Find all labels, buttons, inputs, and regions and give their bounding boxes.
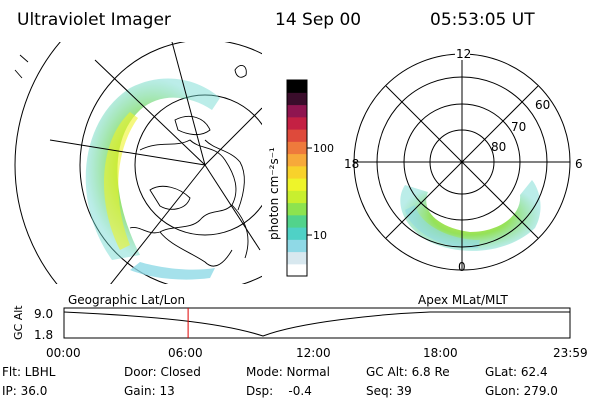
colorbar-strip — [287, 202, 307, 216]
status-dsp: Dsp: -0.4 — [246, 384, 312, 398]
status-mode: Mode: Normal — [246, 365, 330, 379]
timeline-right-label: Apex MLat/MLT — [418, 293, 508, 307]
x-tick-0600: 06:00 — [168, 346, 203, 360]
colorbar-strip — [287, 141, 307, 155]
mlt-label-18: 18 — [344, 157, 359, 171]
colorbar-strip — [287, 92, 307, 106]
geo-aurora-oval — [85, 78, 220, 280]
time-label: 05:53:05 UT — [430, 10, 535, 30]
geo-meridian-grid — [49, 42, 262, 284]
lat-label-60: 60 — [535, 98, 550, 112]
polar-mlt-lines — [354, 54, 570, 270]
date-label: 14 Sep 00 — [275, 10, 361, 30]
x-tick-1800: 18:00 — [423, 346, 458, 360]
colorbar-strip — [287, 263, 307, 277]
x-tick-1200: 12:00 — [296, 346, 331, 360]
colorbar-strip — [287, 129, 307, 142]
x-tick-2359: 23:59 — [553, 346, 588, 360]
lat-label-70: 70 — [511, 120, 526, 134]
timeline-y-axis-label: GC Alt — [12, 305, 25, 340]
colorbar-strip — [287, 214, 307, 228]
geo-coastlines — [14, 54, 249, 267]
colorbar-strip — [287, 80, 307, 93]
colorbar: 100 10 photon cm⁻²s⁻¹ — [267, 79, 334, 277]
timeline-left-label: Geographic Lat/Lon — [68, 293, 185, 307]
mlt-label-0: 0 — [458, 260, 466, 274]
colorbar-strip — [287, 178, 307, 191]
status-door: Door: Closed — [124, 365, 201, 379]
colorbar-strip — [287, 104, 307, 118]
colorbar-strip — [287, 153, 307, 167]
timeline-frame — [63, 307, 571, 339]
status-gc-alt: GC Alt: 6.8 Re — [366, 365, 450, 379]
colorbar-tick-100: 100 — [313, 142, 334, 155]
colorbar-unit-label: photon cm⁻²s⁻¹ — [267, 147, 281, 240]
instrument-title: Ultraviolet Imager — [17, 10, 171, 30]
status-panel: Flt: LBHL IP: 36.0 Door: Closed Gain: 13… — [2, 365, 558, 398]
orbit-timeline: Geographic Lat/Lon Apex MLat/MLT GC Alt … — [12, 293, 588, 360]
status-seq: Seq: 39 — [366, 384, 412, 398]
lat-label-80: 80 — [491, 140, 506, 154]
x-tick-0000: 00:00 — [46, 346, 81, 360]
y-tick-1-8: 1.8 — [34, 328, 53, 342]
colorbar-strip — [287, 190, 307, 204]
geographic-aurora-image — [14, 42, 262, 284]
polar-mlt-plot: 12 0 18 6 60 70 80 — [344, 46, 583, 274]
altitude-curve — [63, 311, 570, 337]
status-gain: Gain: 13 — [124, 384, 175, 398]
status-filter: Flt: LBHL — [2, 365, 56, 379]
polar-aurora-oval — [400, 180, 541, 251]
y-tick-9: 9.0 — [34, 307, 53, 321]
colorbar-strip — [287, 251, 307, 265]
colorbar-strip — [287, 165, 307, 179]
colorbar-tick-10: 10 — [313, 229, 327, 242]
colorbar-strip — [287, 116, 307, 130]
colorbar-strip — [287, 239, 307, 253]
status-glon: GLon: 279.0 — [485, 384, 558, 398]
status-glat: GLat: 62.4 — [485, 365, 548, 379]
mlt-label-12: 12 — [456, 47, 471, 61]
mlt-label-6: 6 — [575, 157, 583, 171]
status-ip: IP: 36.0 — [2, 384, 47, 398]
colorbar-strip — [287, 227, 307, 240]
